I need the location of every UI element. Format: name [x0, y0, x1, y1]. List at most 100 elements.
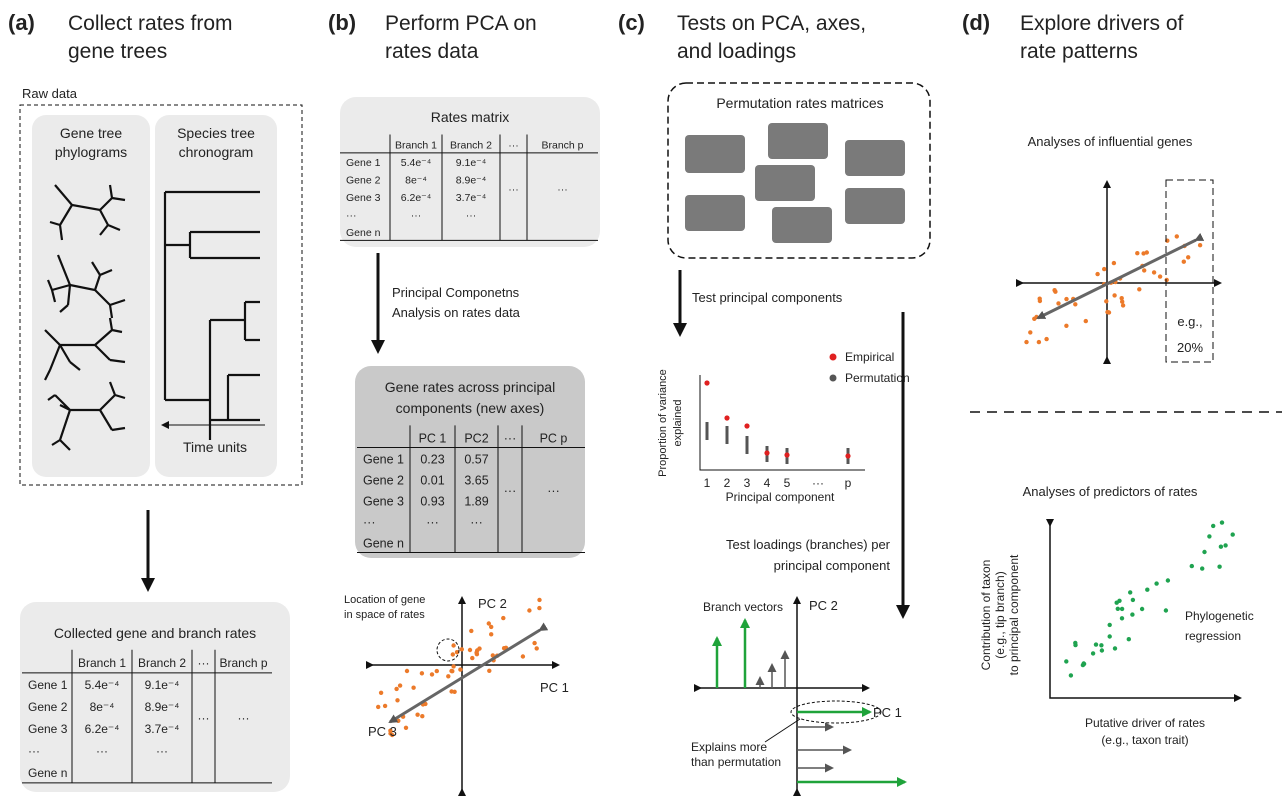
panel-title: Collect rates from [68, 12, 233, 35]
table-cell: 8e⁻⁴ [405, 175, 427, 187]
dot [1073, 302, 1077, 306]
table-header: ··· [198, 656, 210, 670]
row-label: ··· [28, 744, 40, 758]
dot [1145, 250, 1149, 254]
dot [1135, 251, 1139, 255]
dot [1113, 646, 1117, 650]
label: PC 1 [540, 680, 569, 695]
dot [404, 726, 408, 730]
dot [1128, 590, 1132, 594]
label: Gene rates across principal [385, 379, 555, 395]
dot [1112, 261, 1116, 265]
dot [1154, 581, 1158, 585]
dot [1095, 272, 1099, 276]
dot [451, 664, 455, 668]
dot [435, 669, 439, 673]
dot [1145, 588, 1149, 592]
dot [1069, 673, 1073, 677]
label: PC 3 [368, 724, 397, 739]
dot [1152, 270, 1156, 274]
table-cell: ··· [557, 183, 568, 195]
table-header: Branch 1 [395, 140, 437, 152]
row-label: ··· [346, 210, 357, 222]
dot [1044, 337, 1048, 341]
dot [1064, 324, 1068, 328]
tick-label: 3 [744, 476, 751, 490]
dot [1091, 651, 1095, 655]
tick-label: 5 [784, 476, 791, 490]
matrix-icons [685, 123, 905, 243]
dot [1100, 648, 1104, 652]
dot [395, 698, 399, 702]
row-label: Gene 3 [363, 494, 404, 508]
dot [1116, 607, 1120, 611]
dot [451, 652, 455, 656]
dot [1131, 598, 1135, 602]
panel-title: Perform PCA on [385, 12, 537, 35]
table-header: Branch p [541, 140, 583, 152]
dot [1190, 564, 1194, 568]
dot [1099, 643, 1103, 647]
label: Proportion of variance [657, 369, 669, 477]
dot [1120, 607, 1124, 611]
dot [1108, 623, 1112, 627]
dot [1073, 643, 1077, 647]
table-cell: 3.7e⁻⁴ [456, 192, 487, 204]
table-header: PC p [540, 431, 568, 445]
dot [1112, 293, 1116, 297]
tick-label: 1 [704, 476, 711, 490]
dot [1175, 234, 1179, 238]
figure: (a)Collect rates fromgene trees(b)Perfor… [0, 0, 1282, 797]
dot [1028, 330, 1032, 334]
dot [1165, 278, 1169, 282]
label: regression [1185, 629, 1241, 643]
table-cell: 8e⁻⁴ [90, 700, 115, 714]
table-cell: ··· [466, 210, 477, 222]
dot [398, 683, 402, 687]
table-header: Branch 2 [138, 656, 186, 670]
dot [1037, 340, 1041, 344]
dot [535, 646, 539, 650]
label: (e.g., tip branch) [993, 571, 1007, 658]
dot [1120, 616, 1124, 620]
table-cell: 3.7e⁻⁴ [145, 722, 180, 736]
dot [1207, 534, 1211, 538]
label: in space of rates [344, 609, 425, 621]
panel-title: Tests on PCA, axes, [677, 12, 866, 35]
label: Raw data [22, 86, 78, 101]
label: components (new axes) [396, 400, 545, 416]
label: Location of gene [344, 594, 425, 606]
table-cell: ··· [470, 515, 483, 529]
dot [1024, 340, 1028, 344]
dot [1220, 520, 1224, 524]
dot [489, 625, 493, 629]
table-header: Branch 2 [450, 140, 492, 152]
panel-title: rates data [385, 40, 479, 63]
row-label: ··· [363, 515, 376, 529]
table-cell: ··· [411, 210, 422, 222]
table-cell: 3.65 [464, 473, 488, 487]
label: Test loadings (branches) per [726, 537, 891, 552]
row-label: Gene n [346, 227, 381, 239]
dot [376, 705, 380, 709]
label: Time units [183, 439, 247, 455]
table-header: ··· [508, 140, 519, 152]
dot [420, 714, 424, 718]
label: PC 1 [873, 705, 902, 720]
table-cell: ··· [96, 744, 108, 758]
dot [1094, 642, 1098, 646]
dot [1064, 297, 1068, 301]
dot [452, 690, 456, 694]
table-header: PC2 [464, 431, 488, 445]
label: Permutation rates matrices [716, 95, 883, 111]
dot [430, 672, 434, 676]
row-label: Gene 1 [28, 678, 68, 692]
table-header: Branch p [219, 656, 267, 670]
panel-title: and loadings [677, 40, 796, 63]
label: chronogram [179, 144, 254, 160]
pc-axis [1038, 240, 1196, 318]
table-cell: 5.4e⁻⁴ [85, 678, 120, 692]
label: Principal component [726, 490, 835, 504]
gene-tree-box [32, 115, 150, 477]
row-label: Gene 2 [28, 700, 68, 714]
